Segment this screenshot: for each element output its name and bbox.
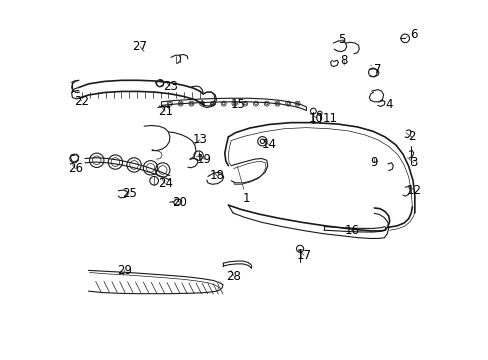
Text: 23: 23 — [163, 80, 177, 93]
Text: 20: 20 — [172, 196, 186, 209]
Text: 21: 21 — [158, 105, 172, 118]
Text: 12: 12 — [406, 184, 421, 197]
Text: 9: 9 — [370, 156, 377, 169]
Text: 10: 10 — [308, 112, 323, 125]
Text: 15: 15 — [230, 98, 245, 111]
Text: 1: 1 — [237, 166, 250, 205]
Text: 17: 17 — [296, 249, 311, 262]
Text: 27: 27 — [132, 40, 147, 53]
Text: 7: 7 — [370, 63, 381, 76]
Text: 26: 26 — [68, 162, 83, 175]
Text: 11: 11 — [319, 112, 337, 125]
Text: 25: 25 — [122, 187, 137, 200]
Text: 6: 6 — [405, 28, 417, 41]
Text: 28: 28 — [226, 270, 241, 283]
Text: 19: 19 — [197, 153, 212, 166]
Text: 3: 3 — [407, 156, 417, 169]
Text: 24: 24 — [158, 177, 172, 190]
Text: 13: 13 — [192, 133, 207, 146]
Text: 8: 8 — [340, 54, 347, 67]
Text: 29: 29 — [117, 264, 132, 277]
Text: 5: 5 — [338, 33, 345, 46]
Text: 18: 18 — [209, 169, 224, 182]
Text: 14: 14 — [261, 138, 276, 151]
Text: 16: 16 — [344, 224, 359, 238]
Text: 2: 2 — [405, 130, 415, 144]
Text: 4: 4 — [381, 98, 392, 111]
Text: 22: 22 — [74, 95, 89, 108]
